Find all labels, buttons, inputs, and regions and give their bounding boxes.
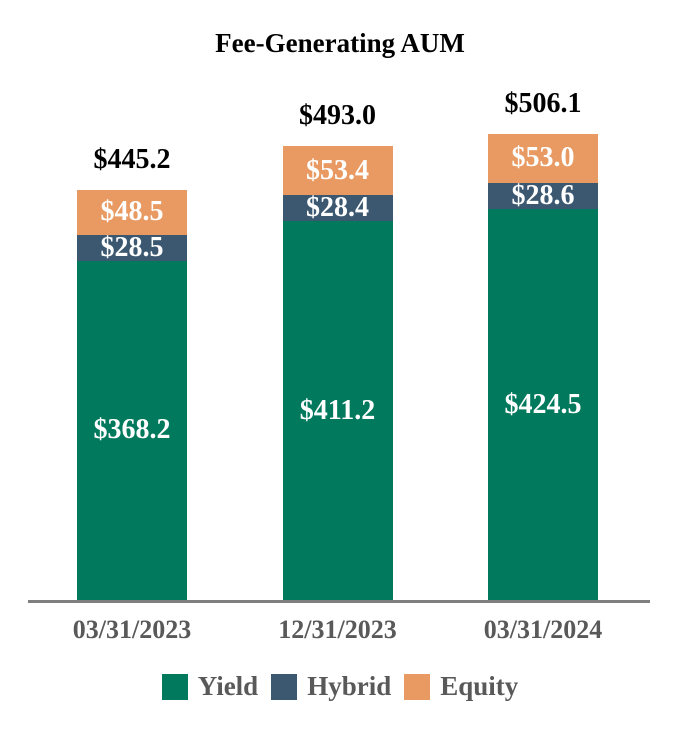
chart-title: Fee-Generating AUM <box>215 28 465 58</box>
legend-swatch-yield <box>161 673 188 700</box>
legend-item-equity: Equity <box>404 671 518 702</box>
bar-total-label: $506.1 <box>504 88 582 120</box>
segment-value-label: $411.2 <box>299 394 376 426</box>
legend-item-yield: Yield <box>161 671 259 702</box>
bar-segment-hybrid: $28.5 <box>77 231 187 263</box>
bar-segment-yield: $368.2 <box>77 260 187 600</box>
bar-segment-equity: $48.5 <box>77 190 187 235</box>
segment-value-label: $48.5 <box>100 196 164 228</box>
plot-area: $445.2 $48.5 $28.5 $368.2 $493.0 $53.4 $28.4 $4… <box>0 62 680 600</box>
bar-segment-hybrid: $28.4 <box>282 192 393 224</box>
segment-value-label: $53.4 <box>306 154 369 186</box>
bar-segment-equity: $53.4 <box>282 145 393 196</box>
bar-segment-hybrid: $28.6 <box>488 179 598 211</box>
legend-swatch-equity <box>404 673 431 700</box>
segment-value-label: $28.5 <box>100 231 164 263</box>
segment-value-label: $28.6 <box>511 179 575 211</box>
bar-stack: $53.0 $28.6 $424.5 <box>488 134 598 600</box>
bar-group-12-31-2023: $493.0 $53.4 $28.4 $411.2 <box>282 99 393 600</box>
bar-group-03-31-2024: $506.1 $53.0 $28.6 $424.5 <box>488 89 598 600</box>
bar-segment-yield: $424.5 <box>488 209 598 600</box>
x-axis-label: 03/31/2024 <box>483 615 603 644</box>
legend-label: Yield <box>197 671 259 701</box>
segment-value-label: $28.4 <box>306 192 369 224</box>
x-axis-labels: 03/31/2023 12/31/2023 03/31/2024 <box>0 615 680 645</box>
x-axis-line <box>28 600 650 603</box>
bar-group-03-31-2023: $445.2 $48.5 $28.5 $368.2 <box>77 145 187 600</box>
x-axis-label: 12/31/2023 <box>278 615 397 644</box>
segment-value-label: $53.0 <box>511 142 575 174</box>
legend-label: Equity <box>440 671 519 701</box>
bar-stack: $48.5 $28.5 $368.2 <box>77 190 187 600</box>
legend: Yield Hybrid Equity <box>0 671 680 702</box>
bar-segment-equity: $53.0 <box>488 134 598 183</box>
legend-item-hybrid: Hybrid <box>271 671 391 702</box>
fee-generating-aum-chart: Fee-Generating AUM $445.2 $48.5 $28.5 $368.… <box>0 26 680 756</box>
bar-segment-yield: $411.2 <box>282 221 393 600</box>
segment-value-label: $368.2 <box>93 414 171 446</box>
bar-total-label: $493.0 <box>299 99 376 131</box>
legend-label: Hybrid <box>307 671 392 701</box>
bar-total-label: $445.2 <box>93 144 171 176</box>
legend-swatch-hybrid <box>271 673 298 700</box>
segment-value-label: $424.5 <box>504 388 582 420</box>
x-axis-label: 03/31/2023 <box>72 615 192 644</box>
bar-stack: $53.4 $28.4 $411.2 <box>282 145 393 600</box>
